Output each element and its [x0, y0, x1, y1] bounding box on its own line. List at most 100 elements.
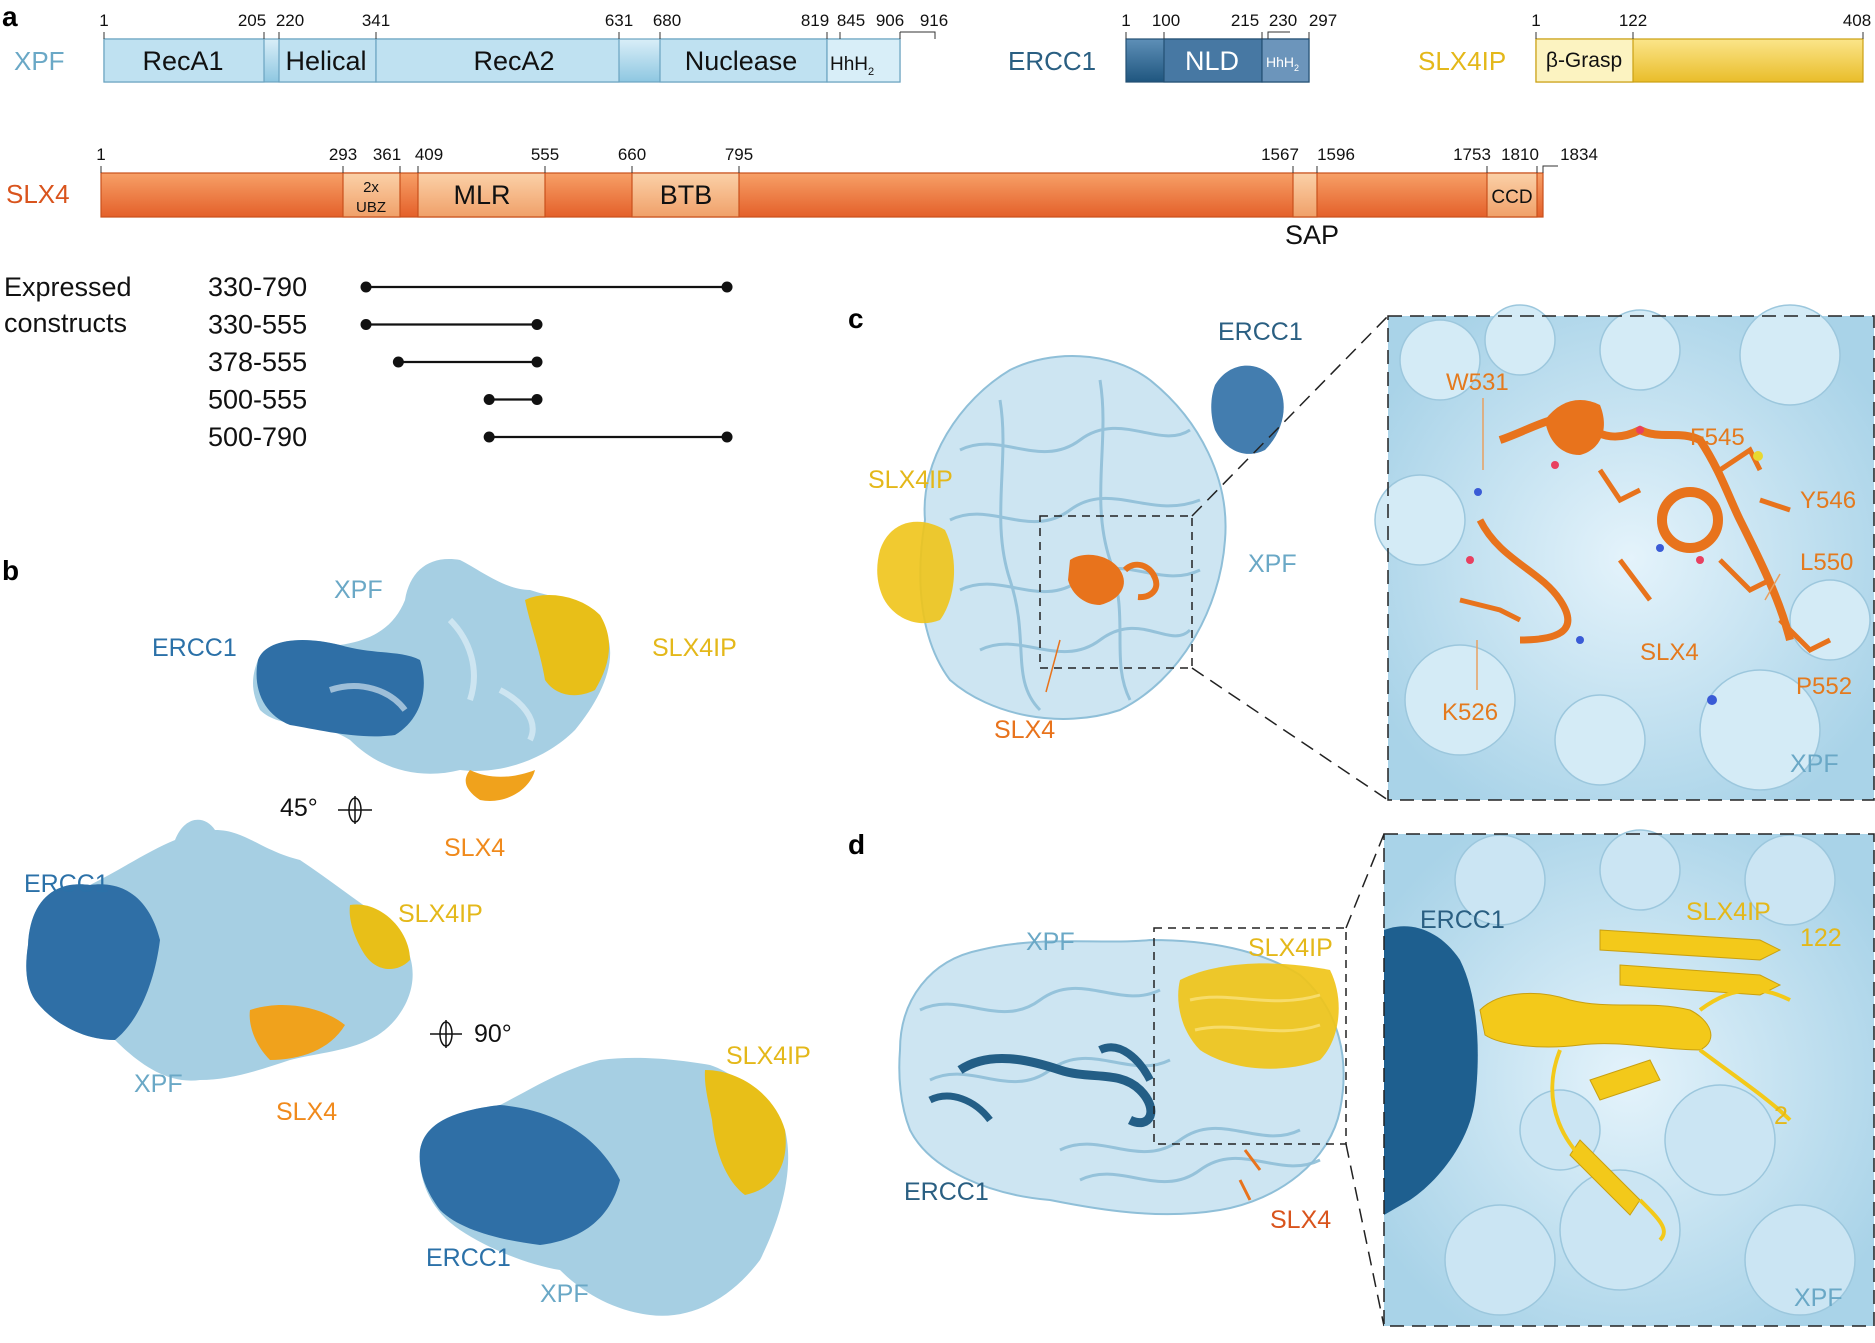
construct-start-dot: [360, 319, 372, 330]
construct-start-dot: [483, 394, 495, 405]
ercc1-tick: 100: [1152, 11, 1180, 30]
ercc1-tick: 1: [1121, 11, 1130, 30]
slx4-domain-ubz-line1: 2x: [363, 179, 379, 196]
construct-row: 500-555: [208, 385, 543, 415]
slx4-tick: 660: [618, 145, 646, 164]
panel-d-label-ercc1: ERCC1: [904, 1178, 989, 1206]
residue-y546: Y546: [1800, 487, 1856, 514]
map3-label-ercc1: ERCC1: [426, 1244, 511, 1272]
slx4ip-tick: 122: [1619, 11, 1647, 30]
xpf-tick: 819: [801, 11, 829, 30]
xpf-domain-helical: Helical: [285, 46, 366, 76]
map2-label-slx4ip: SLX4IP: [398, 900, 483, 928]
rotation-90-label: 90°: [474, 1020, 512, 1048]
construct-label: 330-790: [208, 272, 307, 302]
panel-c-label-slx4ip: SLX4IP: [868, 466, 953, 494]
panel-c-label-xpf: XPF: [1248, 550, 1297, 578]
ercc1-tick: 297: [1309, 11, 1337, 30]
residue-slx4-label: SLX4: [1640, 639, 1699, 666]
rotation-45-label: 45°: [280, 794, 318, 822]
residue-f545: F545: [1690, 424, 1745, 451]
panel-d-label-xpf: XPF: [1026, 928, 1075, 956]
xpf-diagram: XPF RecA1 Helical RecA2 Nuclease HhH2 1 …: [14, 11, 948, 83]
panel-letter-c: c: [848, 303, 864, 334]
ercc1-domain-hhh: HhH2: [1266, 54, 1299, 73]
constructs-title-line2: constructs: [4, 308, 127, 338]
xpf-domain-nuclease: Nuclease: [685, 46, 798, 76]
residue-w531: W531: [1446, 369, 1509, 396]
map2-label-slx4: SLX4: [276, 1098, 337, 1126]
slx4-tick: 1753: [1453, 145, 1491, 164]
slx4-tick: 1834: [1560, 145, 1598, 164]
construct-label: 378-555: [208, 347, 307, 377]
expressed-constructs: Expressed constructs 330-790 330-555 378-5…: [4, 272, 733, 452]
slx4ip-tick: 1: [1531, 11, 1540, 30]
xpf-tick: 631: [605, 11, 633, 30]
construct-row: 330-790: [208, 272, 733, 302]
map1-label-xpf: XPF: [334, 576, 383, 604]
xpf-domain-reca2: RecA2: [473, 46, 554, 76]
slx4-diagram: SLX4 2x UBZ MLR BTB CCD SAP 1 293 361 40…: [6, 145, 1598, 250]
panel-d-zoom: ERCC1 SLX4IP 122 2 XPF: [1383, 829, 1875, 1327]
construct-label: 500-790: [208, 422, 307, 452]
xpf-tick: 220: [276, 11, 304, 30]
rotation-45: 45°: [280, 794, 372, 824]
ercc1-tick: 230: [1269, 11, 1297, 30]
map-view-1: XPF ERCC1 SLX4IP SLX4: [152, 559, 737, 862]
construct-end-dot: [531, 319, 543, 330]
xpf-tick: 916: [920, 11, 948, 30]
constructs-title-line1: Expressed: [4, 272, 132, 302]
ercc1-domain-nld: NLD: [1185, 46, 1239, 76]
map1-label-ercc1: ERCC1: [152, 634, 237, 662]
map2-label-xpf: XPF: [134, 1070, 183, 1098]
rotate-icon: [430, 1020, 462, 1048]
zoom-d-label-ercc1: ERCC1: [1420, 906, 1505, 934]
slx4-domain-ubz-line2: UBZ: [356, 199, 386, 216]
zoom-d-label-2: 2: [1774, 1102, 1788, 1130]
construct-row: 330-555: [208, 310, 543, 340]
zoom-d-label-xpf: XPF: [1794, 1284, 1843, 1312]
residue-k526: K526: [1442, 699, 1498, 726]
ercc1-diagram: ERCC1 NLD HhH2 1 100 215 230 297: [1008, 11, 1337, 83]
construct-row: 378-555: [208, 347, 543, 377]
construct-label: 330-555: [208, 310, 307, 340]
construct-label: 500-555: [208, 385, 307, 415]
rotation-90: 90°: [430, 1020, 512, 1048]
xpf-tick: 845: [837, 11, 865, 30]
panel-letter-b: b: [2, 555, 19, 586]
construct-start-dot: [360, 281, 372, 293]
map2-label-ercc1: ERCC1: [24, 870, 109, 898]
rotate-icon: [338, 796, 372, 824]
construct-rows: 330-790 330-555 378-555 500-555 500-790: [208, 272, 733, 452]
construct-end-dot: [721, 281, 733, 293]
panel-c-zoom: W531 F545 Y546 L550 SLX4 K526 P552 XPF: [1374, 304, 1875, 801]
map1-label-slx4ip: SLX4IP: [652, 634, 737, 662]
zoom-box-c: [1039, 515, 1193, 669]
slx4-domain-sap: SAP: [1285, 220, 1339, 250]
construct-row: 500-790: [208, 422, 733, 452]
xpf-tick: 341: [362, 11, 390, 30]
panel-letter-a: a: [2, 1, 18, 32]
slx4-tick: 1596: [1317, 145, 1355, 164]
zoom-box-d: [1153, 927, 1347, 1145]
construct-end-dot: [721, 431, 733, 443]
ercc1-tick: 215: [1231, 11, 1259, 30]
panel-d-cartoon: XPF SLX4IP ERCC1 SLX4: [898, 833, 1385, 1327]
panel-c-label-ercc1: ERCC1: [1218, 318, 1303, 346]
slx4-tick: 1810: [1501, 145, 1539, 164]
slx4ip-name: SLX4IP: [1418, 46, 1506, 76]
map3-label-slx4ip: SLX4IP: [726, 1042, 811, 1070]
slx4-name: SLX4: [6, 179, 70, 209]
xpf-name: XPF: [14, 46, 65, 76]
slx4-tick: 1567: [1261, 145, 1299, 164]
slx4-tick: 795: [725, 145, 753, 164]
xpf-tick: 906: [876, 11, 904, 30]
slx4-tick: 555: [531, 145, 559, 164]
construct-start-dot: [483, 431, 495, 443]
slx4-domain-mlr: MLR: [453, 180, 510, 210]
xpf-domain-hhh: HhH2: [830, 54, 874, 78]
construct-start-dot: [392, 356, 404, 368]
slx4ip-diagram: SLX4IP β-Grasp 1 122 408: [1418, 11, 1871, 83]
construct-end-dot: [531, 356, 543, 368]
